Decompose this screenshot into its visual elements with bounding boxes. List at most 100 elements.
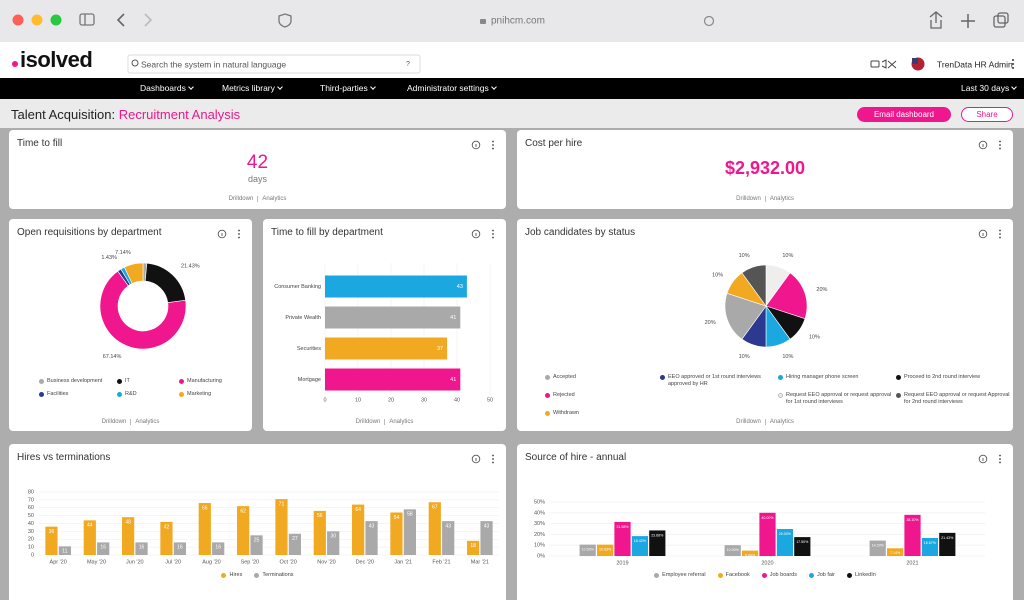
menu-icon[interactable] xyxy=(492,461,494,464)
title-prefix: Talent Acquisition: xyxy=(11,107,116,122)
menu-icon[interactable] xyxy=(492,458,494,460)
nav-item[interactable]: Dashboards xyxy=(140,83,193,93)
x-tick-label: 40 xyxy=(454,397,460,403)
drilldown-link[interactable]: Drilldown xyxy=(736,419,761,425)
drilldown-link[interactable]: Drilldown xyxy=(355,419,381,425)
reload-button[interactable] xyxy=(703,15,715,27)
nav-item[interactable]: Metrics library xyxy=(222,83,282,93)
search-placeholder: Search the system in natural language xyxy=(141,59,286,69)
menu-icon[interactable] xyxy=(999,458,1001,460)
bar xyxy=(921,537,938,556)
menu-icon[interactable] xyxy=(492,233,494,235)
info-icon[interactable] xyxy=(978,140,988,150)
nav-item[interactable]: Third-parties xyxy=(320,83,375,93)
nav-item[interactable]: Administrator settings xyxy=(407,83,496,93)
info-icon[interactable] xyxy=(217,229,227,239)
analytics-link[interactable]: Analytics xyxy=(384,419,414,425)
menu-icon[interactable] xyxy=(999,454,1001,457)
menu-icon[interactable] xyxy=(238,233,240,235)
share-button[interactable]: Share xyxy=(961,107,1013,122)
tabs-button[interactable] xyxy=(993,15,1006,28)
legend-swatch xyxy=(179,392,184,397)
menu-icon[interactable] xyxy=(999,144,1001,146)
bar xyxy=(442,521,455,555)
menu-icon[interactable] xyxy=(999,147,1001,150)
title-name: Recruitment Analysis xyxy=(118,107,241,122)
info-icon[interactable] xyxy=(978,229,988,239)
bar xyxy=(649,530,666,556)
menu-icon[interactable] xyxy=(999,461,1001,464)
search-box[interactable] xyxy=(127,54,421,74)
logo[interactable]: isolved xyxy=(20,47,93,72)
minimize-button[interactable] xyxy=(31,14,43,26)
shuffle-icon[interactable] xyxy=(887,60,897,69)
menu-icon[interactable] xyxy=(1012,59,1014,61)
y-tick-label: Consumer Banking xyxy=(274,284,321,290)
bar xyxy=(212,542,225,555)
bar xyxy=(794,537,811,556)
card-title: Cost per hire xyxy=(525,138,583,149)
info-icon[interactable] xyxy=(471,140,481,150)
card-icons xyxy=(978,454,1001,464)
info-icon[interactable] xyxy=(471,229,481,239)
info-icon[interactable] xyxy=(978,454,988,464)
info-icon[interactable] xyxy=(471,454,481,464)
legend-swatch xyxy=(39,392,44,397)
menu-icon[interactable] xyxy=(492,236,494,239)
menu-icon[interactable] xyxy=(999,140,1001,143)
kpi-card: Cost per hire $2,932.00 Drilldown Analyti… xyxy=(517,130,1013,209)
menu-icon[interactable] xyxy=(492,147,494,150)
bar xyxy=(904,514,921,556)
forward-button[interactable] xyxy=(144,13,153,27)
menu-icon[interactable] xyxy=(492,140,494,143)
menu-icon xyxy=(1012,63,1014,65)
data-label: 16 xyxy=(100,545,106,551)
back-button[interactable] xyxy=(116,13,125,27)
close-button[interactable] xyxy=(12,14,24,26)
new-tab-button[interactable] xyxy=(961,14,975,28)
menu-icon[interactable] xyxy=(999,233,1001,235)
user-name[interactable]: TrenData HR Admin xyxy=(937,59,1013,69)
x-tick-label: Sep '20 xyxy=(241,559,259,565)
menu-icon[interactable] xyxy=(492,144,494,146)
menu-icon[interactable] xyxy=(238,229,240,232)
legend-swatch xyxy=(896,393,901,398)
help-icon[interactable]: ? xyxy=(406,61,410,68)
data-label: 10.00% xyxy=(727,548,740,552)
analytics-link[interactable]: Analytics xyxy=(130,419,160,425)
date-range[interactable]: Last 30 days xyxy=(961,83,1016,93)
legend-item: EEO approved or 1st round interviews app… xyxy=(660,374,778,388)
menu-icon[interactable] xyxy=(238,236,240,239)
analytics-link[interactable]: Analytics xyxy=(257,196,287,202)
menu-icon[interactable] xyxy=(492,454,494,457)
drilldown-link[interactable]: Drilldown xyxy=(736,196,761,202)
menu-icon[interactable] xyxy=(999,229,1001,232)
bar xyxy=(614,521,631,556)
analytics-link[interactable]: Analytics xyxy=(764,419,794,425)
video-icon[interactable] xyxy=(870,60,880,68)
shield-icon[interactable] xyxy=(278,13,292,28)
card-icons xyxy=(978,140,1001,150)
legend-swatch xyxy=(545,375,550,380)
url[interactable]: pnihcm.com xyxy=(491,16,545,27)
drilldown-link[interactable]: Drilldown xyxy=(101,419,127,425)
x-tick-label: Apr '20 xyxy=(50,559,67,565)
drilldown-link[interactable]: Drilldown xyxy=(228,196,254,202)
email-button[interactable]: Email dashboard xyxy=(857,107,951,122)
legend: Employee referral Facebook Job boards Job f… xyxy=(517,572,1013,579)
analytics-link[interactable]: Analytics xyxy=(764,196,794,202)
y-tick-label: 20 xyxy=(28,537,34,543)
maximize-button[interactable] xyxy=(50,14,62,26)
nav-bar: Dashboards Metrics library Third-parties… xyxy=(0,78,1024,99)
bar xyxy=(288,533,301,555)
share-button[interactable] xyxy=(929,11,943,29)
bar xyxy=(939,532,956,556)
legend-item: Withdrawn xyxy=(545,410,660,417)
bar xyxy=(631,536,648,556)
legend-item: Proceed to 2nd round interview xyxy=(896,374,1013,388)
legend-item: Hires xyxy=(221,572,242,579)
sidebar-icon[interactable] xyxy=(79,13,95,26)
menu-icon[interactable] xyxy=(999,236,1001,239)
bar xyxy=(887,548,904,556)
menu-icon[interactable] xyxy=(492,229,494,232)
